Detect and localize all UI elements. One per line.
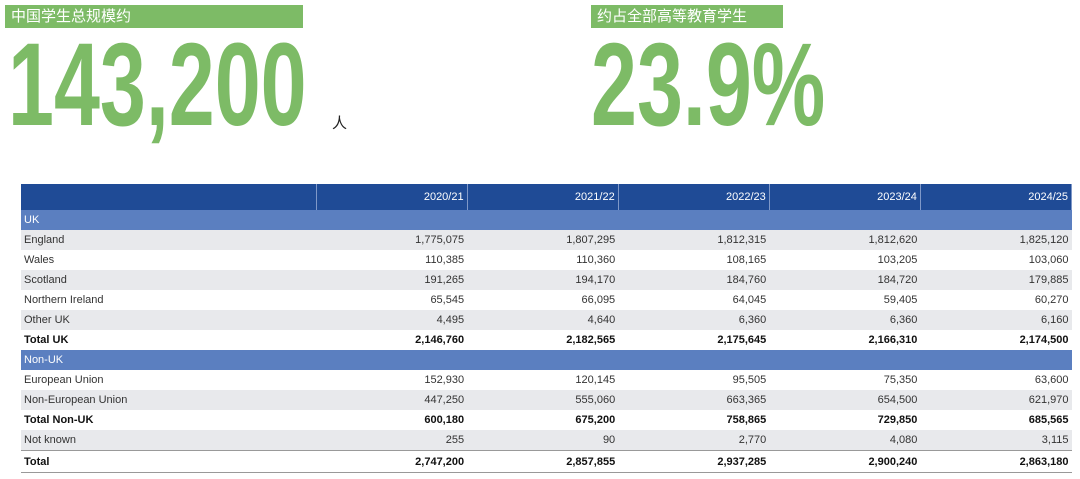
table-row: Non-European Union 447,250 555,060 663,365 6… bbox=[21, 390, 1072, 410]
table-cell: 663,365 bbox=[618, 390, 770, 410]
table-row: Total Non-UK 600,180 675,200 758,865 729,850… bbox=[21, 410, 1072, 430]
table-cell: Northern Ireland bbox=[24, 294, 104, 306]
table-cell: 4,080 bbox=[769, 430, 921, 451]
table-cell: 2,174,500 bbox=[1019, 334, 1069, 346]
big-number: 23.9% bbox=[591, 19, 826, 151]
table-row: England 1,775,075 1,807,295 1,812,315 1,812,… bbox=[21, 230, 1072, 250]
table-cell: 555,060 bbox=[467, 390, 619, 410]
table-cell: 1,775,075 bbox=[316, 230, 468, 250]
table-cell: 2,175,645 bbox=[717, 334, 767, 346]
table-cell: 2,863,180 bbox=[920, 450, 1072, 473]
label: 中国学生总规模约 bbox=[5, 5, 303, 28]
table-cell: 654,500 bbox=[769, 390, 921, 410]
table-cell: 64,045 bbox=[732, 294, 767, 306]
table-cell: 2,182,565 bbox=[566, 334, 616, 346]
table-cell: Scotland bbox=[21, 270, 316, 290]
table-cell: 2,770 bbox=[618, 430, 770, 451]
table-cell: 758,865 bbox=[726, 414, 767, 426]
table-cell: 184,760 bbox=[618, 270, 770, 290]
table-row: Other UK 4,495 4,640 6,360 6,360 6,160 bbox=[21, 310, 1072, 330]
table-cell: 1,812,315 bbox=[618, 230, 770, 250]
table-cell: 184,720 bbox=[769, 270, 921, 290]
table-row: Northern Ireland 65,545 66,095 64,045 59,405… bbox=[21, 290, 1072, 310]
table-cell: 110,385 bbox=[425, 254, 465, 266]
table-cell: Other UK bbox=[21, 310, 316, 330]
table-cell: 2,747,200 bbox=[316, 450, 468, 473]
table-cell: 60,270 bbox=[1034, 294, 1069, 306]
table-cell: 6,360 bbox=[769, 310, 921, 330]
table-cell: 95,505 bbox=[732, 374, 767, 386]
table-cell: 4,640 bbox=[467, 310, 619, 330]
table-cell: 110,360 bbox=[576, 254, 616, 266]
table-cell: 685,565 bbox=[1028, 414, 1069, 426]
table-cell: 6,360 bbox=[618, 310, 770, 330]
table-cell: Not known bbox=[21, 430, 316, 451]
table: 2020/21 2021/22 2022/23 2023/24 2024/25 UK Eng… bbox=[21, 184, 1073, 473]
table-row: Non-UK bbox=[21, 350, 1072, 370]
table-cell: 1,807,295 bbox=[467, 230, 619, 250]
table-cell: 66,095 bbox=[581, 294, 616, 306]
table-cell: 194,170 bbox=[467, 270, 619, 290]
table-cell: European Union bbox=[24, 374, 104, 386]
table-cell: Total UK bbox=[24, 334, 69, 346]
table-cell: 2,900,240 bbox=[769, 450, 921, 473]
table-cell: 1,825,120 bbox=[920, 230, 1072, 250]
table-cell: 255 bbox=[316, 430, 468, 451]
table-cell: 2,146,760 bbox=[415, 334, 465, 346]
table-cell: Non-European Union bbox=[21, 390, 316, 410]
table-cell: 3,115 bbox=[920, 430, 1072, 451]
table-row: Total 2,747,200 2,857,855 2,937,285 2,900,24… bbox=[21, 450, 1072, 473]
table-cell: 75,350 bbox=[883, 374, 918, 386]
table-cell: 729,850 bbox=[877, 414, 918, 426]
header-cell bbox=[21, 184, 317, 210]
header-cell: 2022/23 bbox=[618, 184, 770, 210]
label: 约占全部高等教育学生 bbox=[591, 5, 783, 28]
table-row: Not known 255 90 2,770 4,080 3,115 bbox=[21, 430, 1072, 451]
table-cell: 120,145 bbox=[575, 374, 616, 386]
table-cell: 2,937,285 bbox=[618, 450, 770, 473]
table-cell: 675,200 bbox=[575, 414, 616, 426]
unit: 人 bbox=[332, 115, 348, 132]
table-cell: 2,857,855 bbox=[467, 450, 619, 473]
header-cell: 2021/22 bbox=[467, 184, 619, 210]
table-cell: 6,160 bbox=[920, 310, 1072, 330]
table-row: Wales 110,385 110,360 108,165 103,205 103,060 bbox=[21, 250, 1072, 270]
table-row: UK bbox=[21, 210, 1072, 230]
table-cell: England bbox=[21, 230, 316, 250]
header-cell: 2024/25 bbox=[920, 184, 1073, 210]
table-row: Total UK 2,146,760 2,182,565 2,175,645 2,166… bbox=[21, 330, 1072, 350]
table-cell: 108,165 bbox=[726, 254, 767, 266]
table-cell: 2,166,310 bbox=[868, 334, 918, 346]
table-cell: 59,405 bbox=[883, 294, 918, 306]
table-row: European Union 152,930 120,145 95,505 75,350… bbox=[21, 370, 1072, 390]
table-cell: 600,180 bbox=[424, 414, 465, 426]
table-cell: Total bbox=[21, 450, 316, 473]
header-row: 2020/21 2021/22 2022/23 2023/24 2024/25 bbox=[21, 184, 1073, 210]
table-cell: 90 bbox=[467, 430, 619, 451]
table-cell: 103,060 bbox=[1028, 254, 1069, 266]
table-cell: 191,265 bbox=[316, 270, 468, 290]
table-cell: 1,812,620 bbox=[769, 230, 921, 250]
table-cell: 63,600 bbox=[1034, 374, 1069, 386]
table-cell: 179,885 bbox=[920, 270, 1072, 290]
table-cell: Wales bbox=[24, 254, 55, 266]
table-cell: 4,495 bbox=[316, 310, 468, 330]
table-cell: 447,250 bbox=[316, 390, 468, 410]
big-number: 143,200 bbox=[8, 19, 307, 151]
table-cell: 65,545 bbox=[430, 294, 465, 306]
table-cell: 621,970 bbox=[920, 390, 1072, 410]
header-cell: 2023/24 bbox=[769, 184, 921, 210]
table-cell: 152,930 bbox=[424, 374, 465, 386]
table-cell: UK bbox=[21, 210, 1072, 230]
table-cell: 103,205 bbox=[877, 254, 918, 266]
table-cell: Total Non-UK bbox=[24, 414, 94, 426]
table-cell: Non-UK bbox=[21, 350, 1072, 370]
header-cell: 2020/21 bbox=[316, 184, 468, 210]
table-row: Scotland 191,265 194,170 184,760 184,720 179,… bbox=[21, 270, 1072, 290]
